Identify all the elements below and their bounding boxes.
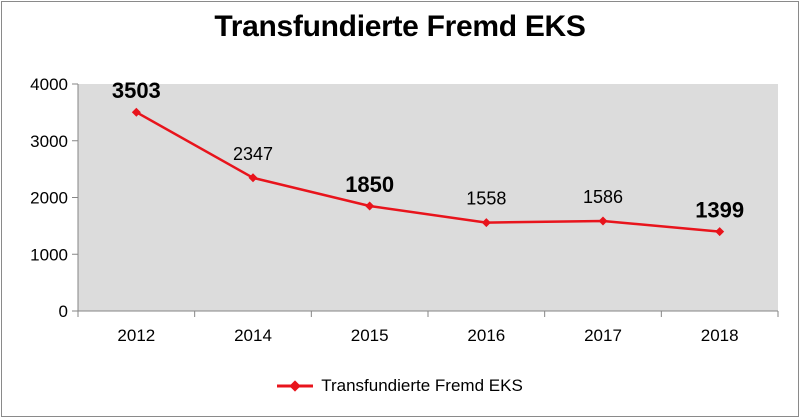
data-label: 1558 [466,189,506,209]
data-point [598,216,608,226]
y-axis: 0 1000 2000 3000 4000 [30,75,79,321]
y-tick-label: 1000 [30,245,68,264]
plot-area [78,84,778,311]
y-tick-label: 4000 [30,75,68,94]
data-point [365,201,375,211]
x-tick-label: 2016 [467,326,505,345]
chart-title: Transfundierte Fremd EKS [214,10,586,43]
y-tick-label: 3000 [30,132,68,151]
x-tick-label: 2017 [584,326,622,345]
legend-swatch [277,380,314,392]
legend-marker [289,380,301,392]
data-label: 3503 [112,78,161,103]
x-tick-label: 2014 [234,326,272,345]
data-label: 1399 [695,198,744,223]
x-axis: 2012 2014 2015 2016 2017 2018 [77,310,779,345]
y-tick-label: 0 [59,302,68,321]
data-label: 2347 [233,144,273,164]
data-point [715,227,725,237]
data-label: 1586 [583,187,623,207]
legend: Transfundierte Fremd EKS [0,372,800,400]
data-point [248,173,258,183]
series-line [135,111,720,233]
legend-label: Transfundierte Fremd EKS [321,376,523,395]
data-point [131,107,141,117]
data-label: 1850 [345,172,394,197]
series-layer: 3503 2347 1850 1558 1586 1399 [112,78,744,237]
data-point [481,218,491,228]
y-tick-label: 2000 [30,189,68,208]
x-tick-label: 2015 [351,326,389,345]
x-tick-label: 2012 [117,326,155,345]
x-tick-label: 2018 [701,326,739,345]
